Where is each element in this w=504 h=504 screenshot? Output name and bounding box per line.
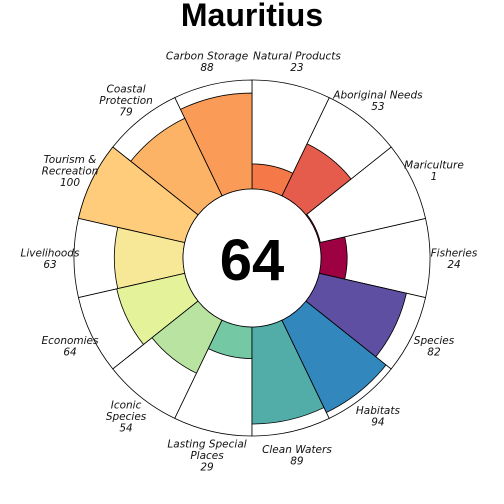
petal-label-mariculture: Mariculture 1	[404, 160, 464, 184]
petal-label-lasting-special-places: Lasting Special Places 29	[167, 438, 246, 473]
petal-label-habitats: Habitats 94	[356, 405, 401, 429]
petal-label-coastal-protection: Coastal Protection 79	[99, 84, 153, 119]
petal-label-carbon-storage: Carbon Storage 88	[166, 50, 248, 74]
petal-label-species: Species 82	[414, 335, 455, 359]
label-group: Fisheries 24 Mariculture 1 Aboriginal Needs 5…	[21, 50, 478, 473]
center-score: 64	[220, 228, 285, 293]
petal-label-natural-products: Natural Products 23	[253, 50, 341, 74]
petal-fisheries	[318, 236, 348, 280]
chart-title: Mauritius	[181, 0, 323, 33]
petal-label-clean-waters: Clean Waters 89	[262, 444, 332, 468]
petal-label-iconic-species: Iconic Species 54	[106, 399, 147, 434]
petal-label-fisheries: Fisheries 24	[431, 247, 478, 271]
center-circle	[182, 188, 322, 328]
petal-label-tourism-recreation: Tourism & Recreation 100	[42, 154, 99, 189]
petal-label-aboriginal-needs: Aboriginal Needs 53	[332, 89, 423, 113]
petal-label-livelihoods: Livelihoods 63	[21, 247, 80, 271]
petal-label-economies: Economies 64	[42, 335, 100, 359]
petal-group	[73, 79, 431, 437]
